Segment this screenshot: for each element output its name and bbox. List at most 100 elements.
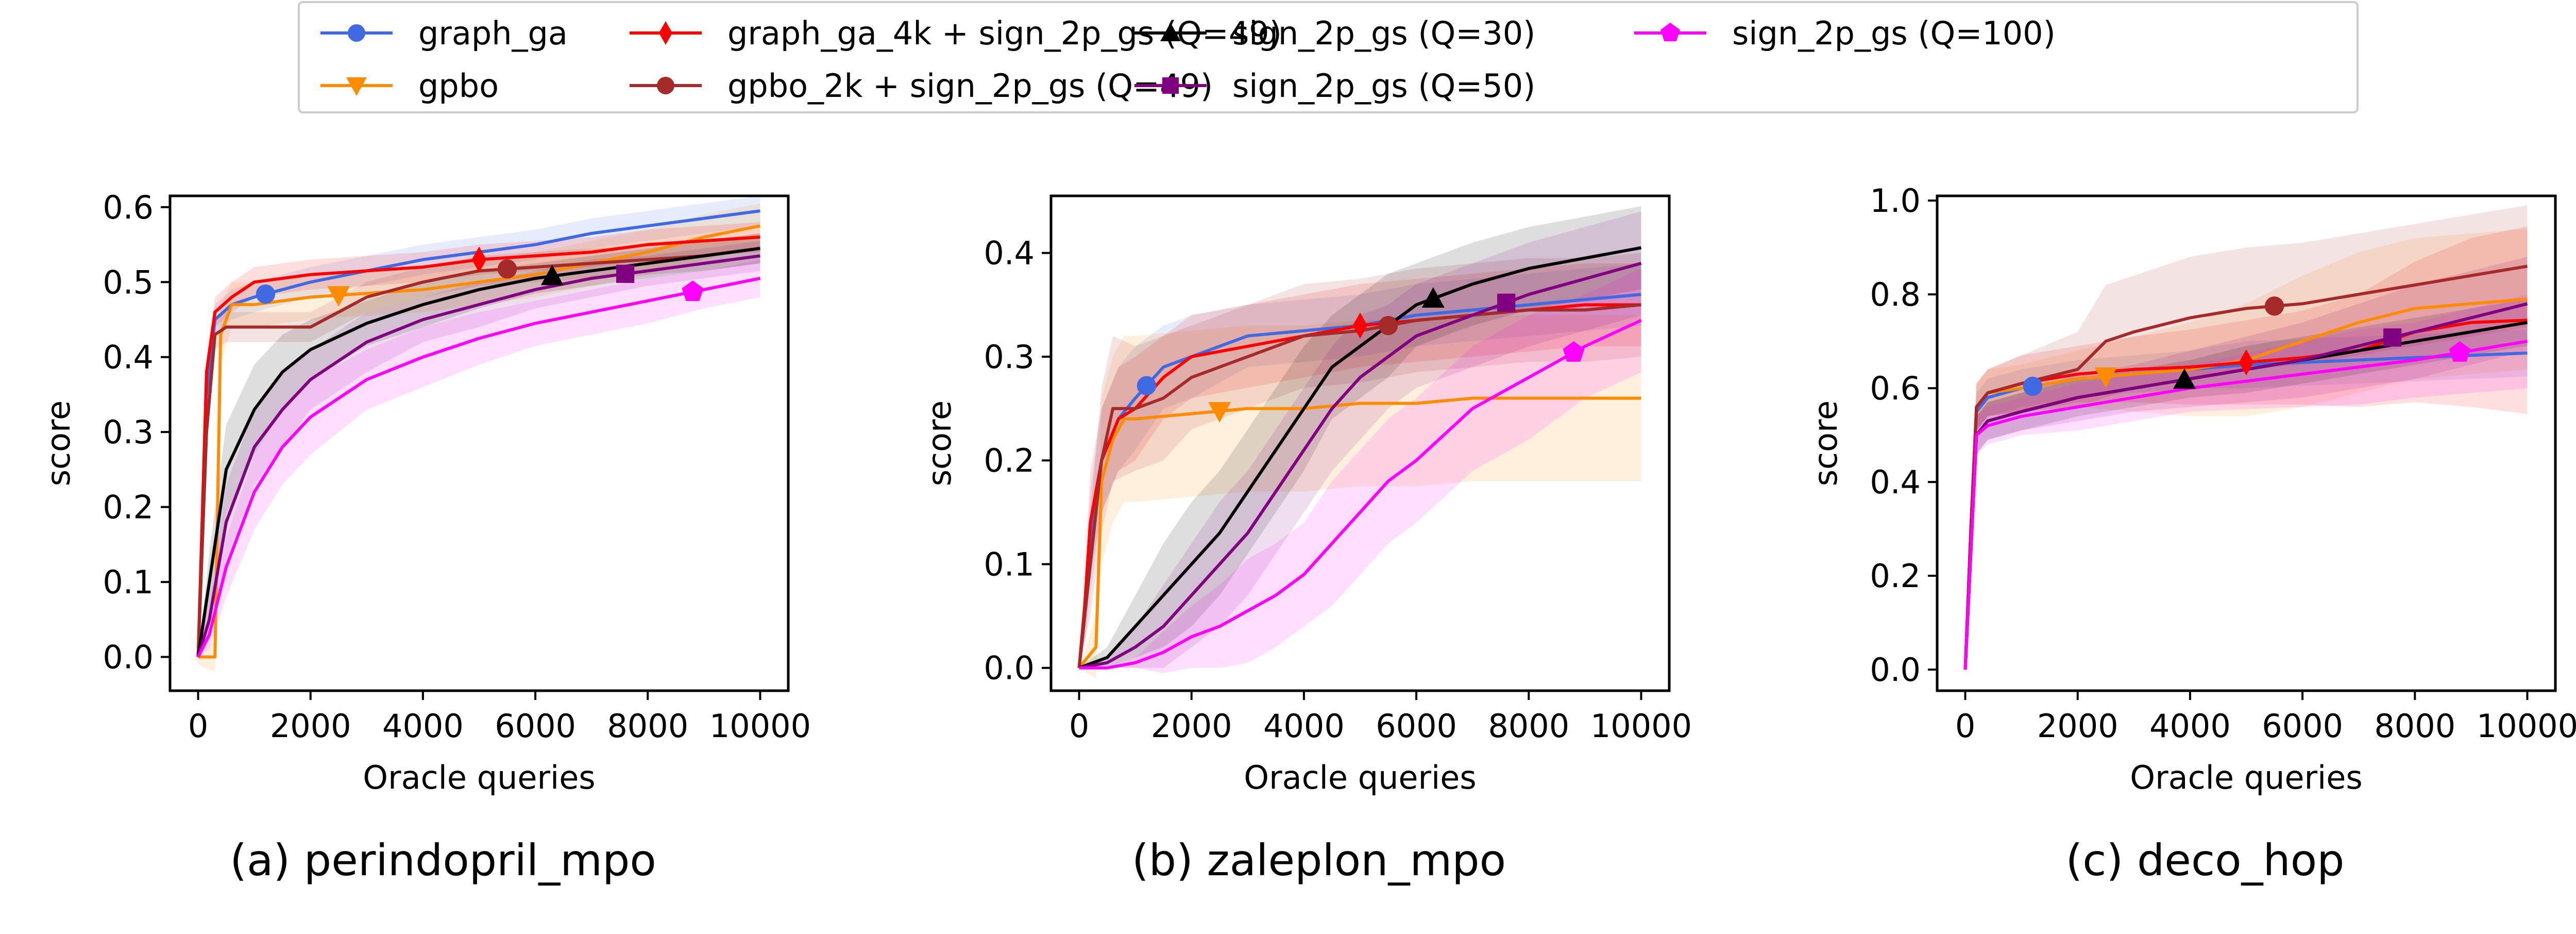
band-gpbo-2k-sign-2p-gs-q-49 xyxy=(1079,253,1641,668)
y-axis-label: score xyxy=(921,401,958,487)
legend-entry-sign-2p-gs-q-30: sign_2p_gs (Q=30) xyxy=(1134,14,1535,52)
legend-marker-graph-ga-4k-sign-2p-gs-q-49 xyxy=(659,21,672,45)
y-tick-label: 1.0 xyxy=(1870,182,1921,220)
y-tick-label: 0.2 xyxy=(984,442,1035,479)
series-line-sign-2p-gs-q-30 xyxy=(196,246,760,657)
x-tick-label: 8000 xyxy=(2374,707,2455,745)
series-line-graph-ga xyxy=(196,209,760,657)
x-tick-label: 2000 xyxy=(1151,707,1232,745)
y-tick-label: 0.0 xyxy=(984,649,1035,687)
chart-svg-zaleplon-mpo: 0 2000 4000 6000 8000 10000 0.0 0.1 0.2 0.3 0.4 Ora… xyxy=(921,194,1692,796)
chart-svg-perindopril-mpo: 0 2000 4000 6000 8000 10000 0.0 0.1 0.2 0.3 0.4 0.5… xyxy=(40,189,811,796)
series-line-sign-2p-gs-q-100 xyxy=(196,277,761,658)
chart-svg-deco-hop: 0 2000 4000 6000 8000 10000 0.0 0.2 0.4 0.6 0.8 1.0… xyxy=(1807,182,2576,796)
band-graph-ga xyxy=(1079,263,1641,668)
band-sign-2p-gs-q-30 xyxy=(198,233,760,657)
x-tick-label: 8000 xyxy=(1488,707,1569,745)
x-tick-label: 0 xyxy=(1069,707,1089,745)
y-tick-label: 0.5 xyxy=(103,263,154,301)
chart-perindopril-mpo: 0 2000 4000 6000 8000 10000 0.0 0.1 0.2 0.3 0.4 0.5… xyxy=(0,175,811,814)
series-marker-sign-2p-gs-q-100 xyxy=(2449,341,2471,362)
band-gpbo xyxy=(198,203,760,672)
band-sign-2p-gs-q-100 xyxy=(1965,294,2528,670)
chart-zaleplon-mpo: 0 2000 4000 6000 8000 10000 0.0 0.1 0.2 0.3 0.4 Ora… xyxy=(881,175,1692,814)
series-marker-sign-2p-gs-q-50 xyxy=(2383,328,2402,347)
plot-frame xyxy=(1049,194,1671,692)
legend-label-sign-2p-gs-q-50: sign_2p_gs (Q=50) xyxy=(1232,67,1535,105)
y-tick-label: 0.0 xyxy=(1870,651,1921,689)
legend-entry-gpbo: gpbo xyxy=(320,67,499,105)
series-line-sign-2p-gs-q-50 xyxy=(196,254,760,658)
series-marker-gpbo xyxy=(327,286,350,307)
band-sign-2p-gs-q-100 xyxy=(1079,268,1641,673)
legend-entry-graph-ga: graph_ga xyxy=(320,14,568,52)
series-marker-sign-2p-gs-q-50 xyxy=(616,264,635,283)
legend-entry-sign-2p-gs-q-50: sign_2p_gs (Q=50) xyxy=(1134,67,1535,105)
series-marker-gpbo-2k-sign-2p-gs-q-49 xyxy=(1378,315,1398,336)
legend-marker-sign-2p-gs-q-30 xyxy=(1160,23,1181,41)
series-line-graph-ga-4k-sign-2p-gs-q-49 xyxy=(196,236,760,657)
band-graph-ga-4k-sign-2p-gs-q-49 xyxy=(1079,263,1641,668)
x-tick-label: 6000 xyxy=(2262,707,2343,745)
y-tick-label: 0.2 xyxy=(103,489,154,526)
legend-label-gpbo: gpbo xyxy=(418,67,499,105)
x-tick-label: 10000 xyxy=(2477,707,2576,745)
x-tick-label: 0 xyxy=(188,707,208,745)
x-axis-label: Oracle queries xyxy=(1244,759,1476,796)
y-tick-label: 0.6 xyxy=(1870,370,1921,407)
legend-label-sign-2p-gs-q-30: sign_2p_gs (Q=30) xyxy=(1232,14,1535,52)
series-marker-sign-2p-gs-q-30 xyxy=(1421,287,1445,308)
legend-marker-graph-ga xyxy=(348,24,365,42)
series-marker-gpbo-2k-sign-2p-gs-q-49 xyxy=(2264,296,2284,316)
y-axis-label: score xyxy=(1807,401,1844,487)
x-tick-label: 0 xyxy=(1955,707,1975,745)
x-tick-label: 10000 xyxy=(1590,707,1692,745)
x-tick-label: 6000 xyxy=(495,707,576,745)
y-axis-label: score xyxy=(40,401,77,487)
x-tick-label: 4000 xyxy=(1263,707,1345,745)
y-tick-label: 0.3 xyxy=(103,413,154,451)
series-line-gpbo xyxy=(1078,396,1641,669)
band-sign-2p-gs-q-50 xyxy=(1079,211,1641,668)
legend-marker-gpbo-2k-sign-2p-gs-q-49 xyxy=(657,77,674,94)
series-line-sign-2p-gs-q-50 xyxy=(1079,261,1642,670)
legend-marker-sign-2p-gs-q-50 xyxy=(1162,77,1179,94)
y-tick-label: 0.2 xyxy=(1870,557,1921,595)
x-axis-label: Oracle queries xyxy=(2130,759,2362,796)
series-marker-sign-2p-gs-q-100 xyxy=(682,280,704,301)
chart-deco-hop: 0 2000 4000 6000 8000 10000 0.0 0.2 0.4 0.6 0.8 1.0… xyxy=(1767,175,2576,814)
x-tick-label: 6000 xyxy=(1376,707,1457,745)
legend-label-sign-2p-gs-q-100: sign_2p_gs (Q=100) xyxy=(1732,14,2056,52)
legend: graph_ga gpbo graph_ga_4k + sign_2p_gs (Q=… xyxy=(298,1,2359,113)
y-tick-label: 0.0 xyxy=(103,639,154,676)
series-marker-sign-2p-gs-q-50 xyxy=(1497,293,1516,312)
series-marker-sign-2p-gs-q-30 xyxy=(540,264,564,286)
series-marker-sign-2p-gs-q-100 xyxy=(1563,341,1585,362)
series-marker-sign-2p-gs-q-30 xyxy=(2173,368,2196,389)
x-tick-label: 4000 xyxy=(2149,707,2231,745)
series-marker-graph-ga-4k-sign-2p-gs-q-49 xyxy=(1352,312,1368,339)
y-tick-label: 0.1 xyxy=(984,545,1035,583)
caption-zaleplon-mpo: (b) zaleplon_mpo xyxy=(1132,835,1506,886)
series-line-sign-2p-gs-q-100 xyxy=(1079,319,1642,670)
legend-entry-sign-2p-gs-q-100: sign_2p_gs (Q=100) xyxy=(1634,14,2056,52)
x-tick-label: 2000 xyxy=(270,707,351,745)
band-gpbo-2k-sign-2p-gs-q-49 xyxy=(1965,205,2528,670)
series-marker-graph-ga xyxy=(1137,376,1157,396)
y-tick-label: 0.4 xyxy=(103,339,154,376)
x-tick-label: 2000 xyxy=(2037,707,2119,745)
x-tick-label: 4000 xyxy=(382,707,464,745)
y-tick-label: 0.8 xyxy=(1870,276,1921,313)
y-tick-label: 0.3 xyxy=(984,338,1035,376)
series-marker-graph-ga-4k-sign-2p-gs-q-49 xyxy=(471,246,487,273)
x-axis-label: Oracle queries xyxy=(363,759,595,796)
series-line-gpbo-2k-sign-2p-gs-q-49 xyxy=(1963,264,2528,670)
series-line-sign-2p-gs-q-30 xyxy=(1078,246,1641,670)
series-line-sign-2p-gs-q-100 xyxy=(1963,340,2528,670)
band-graph-ga xyxy=(1965,329,2528,670)
legend-label-graph-ga: graph_ga xyxy=(418,14,568,52)
legend-marker-gpbo xyxy=(346,77,367,96)
series-marker-graph-ga-4k-sign-2p-gs-q-49 xyxy=(2239,349,2254,376)
plot-frame xyxy=(168,194,790,692)
